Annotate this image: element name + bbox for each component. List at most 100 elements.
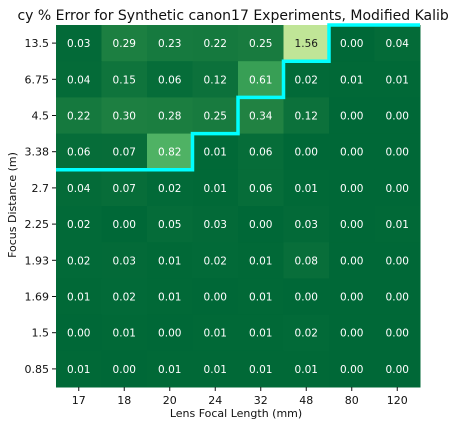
y-tick-label: 1.5 xyxy=(32,327,50,340)
cell-value-label: 0.00 xyxy=(67,328,90,340)
cell-value-label: 0.00 xyxy=(340,364,363,376)
cell-value-label: 0.08 xyxy=(295,255,318,267)
heatmap-cell xyxy=(283,278,330,316)
cell-value-label: 0.30 xyxy=(113,111,136,123)
cell-value-label: 0.01 xyxy=(249,292,272,304)
heatmap-cell xyxy=(374,314,421,352)
heatmap-cell xyxy=(147,61,193,98)
cell-value-label: 0.01 xyxy=(249,364,272,376)
heatmap-cell xyxy=(192,61,239,98)
heatmap-cell xyxy=(238,314,284,352)
heatmap-cell xyxy=(101,314,148,352)
heatmap-cell xyxy=(56,314,102,352)
cell-value-label: 0.00 xyxy=(386,255,409,267)
heatmap-cell xyxy=(329,314,375,352)
x-tick-label: 32 xyxy=(254,394,268,407)
heatmap-cell xyxy=(56,278,102,316)
heatmap-cell xyxy=(329,61,375,98)
cell-value-label: 0.02 xyxy=(295,74,318,86)
cell-value-label: 0.01 xyxy=(204,147,227,159)
cell-value-label: 0.06 xyxy=(158,74,182,86)
heatmap-cell xyxy=(238,206,284,243)
cell-value-label: 0.06 xyxy=(249,147,273,159)
heatmap-cell xyxy=(238,61,284,98)
cell-value-label: 0.00 xyxy=(340,219,363,231)
cell-value-label: 0.25 xyxy=(249,38,272,50)
cell-value-label: 0.00 xyxy=(340,147,363,159)
cell-value-label: 0.04 xyxy=(386,38,410,50)
heatmap-cell xyxy=(374,278,421,316)
heatmap-cell xyxy=(56,61,102,98)
heatmap-cell xyxy=(283,350,330,388)
cell-value-label: 0.00 xyxy=(386,147,409,159)
heatmap-cell xyxy=(147,350,193,388)
heatmap-cell xyxy=(283,61,330,98)
cell-value-label: 0.00 xyxy=(340,183,363,195)
cell-value-label: 0.01 xyxy=(204,364,227,376)
heatmap-cell xyxy=(283,206,330,243)
heatmap-cell xyxy=(283,169,330,207)
heatmap-cell xyxy=(329,133,375,171)
cell-value-label: 0.01 xyxy=(295,183,318,195)
heatmap-cell xyxy=(101,350,148,388)
cell-value-label: 0.03 xyxy=(204,219,227,231)
cell-value-label: 0.12 xyxy=(295,111,318,123)
cell-value-label: 0.15 xyxy=(113,74,136,86)
x-tick-label: 48 xyxy=(299,394,313,407)
cell-value-label: 0.06 xyxy=(249,183,273,195)
cell-value-label: 0.00 xyxy=(249,219,272,231)
heatmap-cell xyxy=(147,97,193,135)
heatmap-cell xyxy=(147,169,193,207)
cell-value-label: 0.01 xyxy=(67,292,90,304)
heatmap-cell xyxy=(56,133,102,171)
cell-value-label: 0.03 xyxy=(113,255,136,267)
y-tick-label: 1.93 xyxy=(25,254,50,267)
cell-value-label: 0.28 xyxy=(158,111,181,123)
x-tick-label: 24 xyxy=(208,394,222,407)
x-tick-label: 20 xyxy=(163,394,177,407)
heatmap-cell xyxy=(192,25,239,62)
cell-value-label: 0.29 xyxy=(113,38,136,50)
heatmap-cell xyxy=(56,242,102,279)
y-tick-label: 0.85 xyxy=(25,363,50,376)
cell-value-label: 0.03 xyxy=(295,219,318,231)
cell-value-label: 0.01 xyxy=(158,292,181,304)
x-tick-label: 17 xyxy=(72,394,86,407)
cell-value-label: 0.00 xyxy=(113,364,136,376)
x-axis-ticks: 17 18 20 24 32 48 80 120 xyxy=(72,387,408,407)
heatmap-cell xyxy=(56,97,102,135)
heatmap-cell xyxy=(238,133,284,171)
cell-value-label: 0.02 xyxy=(204,255,227,267)
heatmap-cell xyxy=(238,169,284,207)
cell-value-label: 0.02 xyxy=(113,292,136,304)
y-axis-ticks: 13.5 6.75 4.5 3.38 2.7 2.25 1.93 1.69 1.5 0.85 xyxy=(25,37,56,376)
heatmap-cell xyxy=(101,61,148,98)
cell-value-label: 0.01 xyxy=(249,255,272,267)
heatmap-cell xyxy=(238,25,284,62)
cell-value-label: 0.04 xyxy=(67,183,91,195)
cell-value-label: 0.06 xyxy=(67,147,91,159)
heatmap-cell xyxy=(192,314,239,352)
cell-value-label: 0.00 xyxy=(158,328,181,340)
heatmap-cell xyxy=(283,97,330,135)
cell-value-label: 0.01 xyxy=(340,74,363,86)
heatmap-cell xyxy=(192,169,239,207)
heatmap-cell xyxy=(192,133,239,171)
cell-value-label: 0.82 xyxy=(158,147,181,159)
heatmap-cell xyxy=(374,350,421,388)
heatmap-cell xyxy=(147,314,193,352)
cell-value-label: 0.00 xyxy=(340,255,363,267)
heatmap-cell xyxy=(147,133,193,171)
cell-value-label: 0.07 xyxy=(113,183,136,195)
cell-value-label: 0.07 xyxy=(113,147,136,159)
heatmap-cell xyxy=(374,206,421,243)
cell-value-label: 0.00 xyxy=(295,292,318,304)
cell-value-label: 0.00 xyxy=(386,328,409,340)
heatmap-cell xyxy=(374,242,421,279)
heatmap-cell xyxy=(101,278,148,316)
cell-value-label: 0.00 xyxy=(386,292,409,304)
heatmap-cell xyxy=(192,242,239,279)
cell-value-label: 0.34 xyxy=(249,111,273,123)
x-tick-label: 120 xyxy=(387,394,408,407)
